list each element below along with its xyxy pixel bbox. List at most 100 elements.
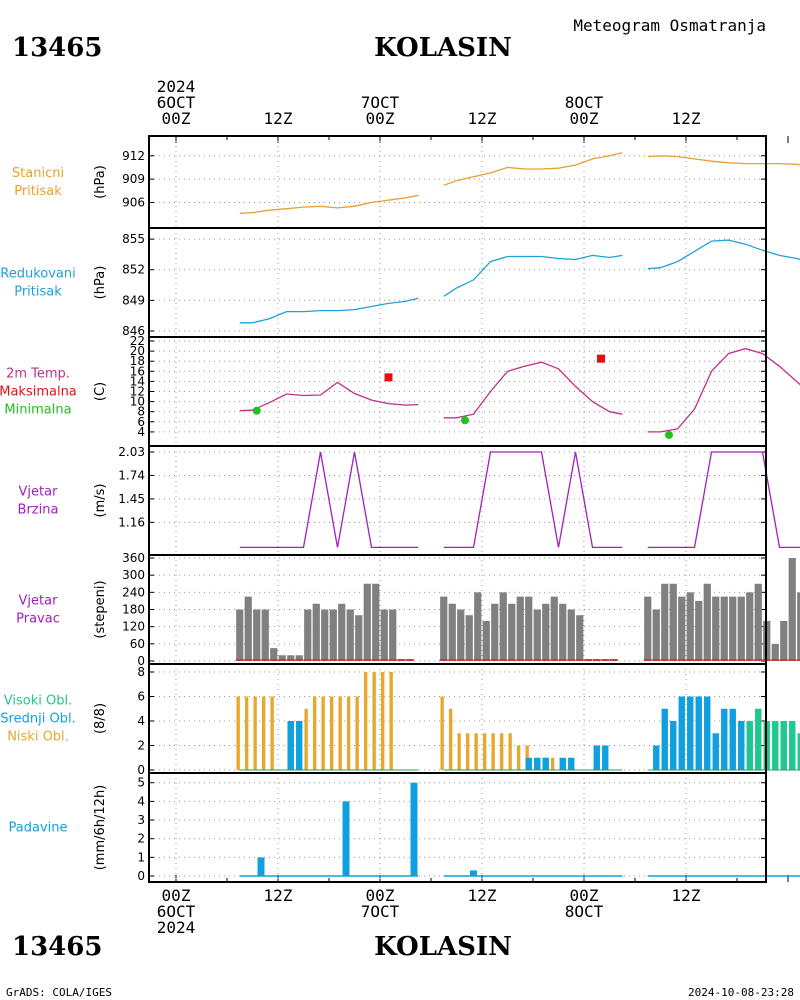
precip-bar (410, 782, 418, 876)
y-tick-label-temperature: 14 (130, 374, 145, 388)
series-line-reduced-pressure (443, 254, 623, 297)
unit-label-temperature: (C) (93, 382, 108, 401)
cloud-bar-srednji-obl- (296, 721, 303, 770)
wind-direction-baseline-tick (295, 659, 304, 661)
cloud-bar-srednji-obl- (738, 721, 745, 770)
top-time-label: 00Z (570, 109, 599, 128)
wind-direction-bar (491, 603, 499, 661)
top-time-label: 12Z (468, 109, 497, 128)
series-line-temperature (239, 381, 419, 412)
wind-direction-bar (270, 648, 278, 661)
wind-direction-baseline-tick (507, 659, 516, 661)
wind-direction-bar (686, 592, 694, 661)
y-tick-label-wind-speed: 1.16 (118, 515, 145, 529)
cloud-bar-niski-obl- (236, 696, 240, 770)
cloud-bar-niski-obl- (346, 696, 351, 770)
wind-direction-bar (695, 600, 703, 661)
wind-direction-baseline-tick (567, 659, 576, 661)
wind-direction-baseline-tick (456, 659, 465, 661)
y-tick-label-station-pressure: 909 (122, 172, 145, 186)
wind-direction-baseline-tick (329, 659, 338, 661)
wind-direction-baseline-tick (388, 659, 397, 661)
cloud-bar-niski-obl- (474, 733, 478, 770)
panel-frame-station-pressure (148, 135, 767, 229)
wind-direction-bar (559, 603, 567, 661)
max-temp-marker (597, 354, 605, 363)
wind-direction-bar (363, 583, 371, 661)
meteogram-title: Meteogram Osmatranja (573, 16, 766, 35)
wind-direction-bar (236, 609, 244, 661)
y-tick-label-temperature: 6 (137, 415, 145, 429)
cloud-bar-niski-obl- (261, 696, 266, 770)
cloud-bar-niski-obl- (372, 672, 376, 770)
y-tick-label-wind-speed: 2.03 (118, 445, 145, 459)
wind-direction-bar (295, 655, 303, 661)
y-tick-label-station-pressure: 912 (122, 149, 145, 163)
panel-label-clouds: Srednji Obl. (0, 712, 75, 727)
wind-direction-bar (661, 583, 669, 661)
wind-direction-baseline-tick (261, 659, 270, 661)
station-name-bottom: KOLASIN (374, 932, 512, 962)
wind-direction-bar (355, 615, 363, 661)
bottom-time-label: 00Z (366, 886, 395, 905)
cloud-bar-niski-obl- (465, 733, 470, 770)
min-temp-marker (252, 406, 261, 415)
panel-label-wind-direction: Vjetar (19, 594, 59, 609)
y-tick-label-wind-direction: 240 (122, 585, 145, 599)
y-tick-label-wind-direction: 60 (130, 637, 145, 651)
cloud-bar-srednji-obl- (568, 757, 575, 770)
wind-direction-bar (644, 596, 652, 661)
footer-timestamp: 2024-10-08-23:28 (688, 986, 794, 999)
wind-direction-baseline-tick (516, 659, 525, 661)
y-tick-label-wind-direction: 360 (122, 551, 145, 565)
cloud-bar-srednji-obl- (602, 745, 609, 770)
panel-label-temperature: Maksimalna (0, 385, 77, 400)
y-tick-label-precipitation: 3 (137, 813, 145, 827)
y-tick-label-temperature: 12 (130, 385, 145, 399)
series-line-wind-speed (443, 451, 623, 549)
wind-direction-bar (440, 596, 448, 661)
wind-direction-bar (312, 603, 320, 661)
bottom-time-label: 12Z (468, 886, 497, 905)
wind-direction-bar (780, 620, 788, 661)
wind-direction-baseline-tick (439, 659, 448, 661)
cloud-bar-niski-obl- (270, 696, 274, 770)
cloud-bar-visoki-obl- (772, 721, 779, 770)
wind-direction-baseline-tick (686, 659, 695, 661)
cloud-bar-srednji-obl- (525, 757, 532, 770)
wind-direction-baseline-tick (728, 659, 737, 661)
wind-direction-bar (474, 592, 482, 661)
y-tick-label-wind-speed: 1.74 (118, 468, 145, 482)
footer-source: GrADS: COLA/IGES (6, 986, 112, 999)
panel-label-temperature: 2m Temp. (6, 367, 70, 382)
wind-direction-bar (287, 655, 295, 661)
wind-direction-baseline-tick (252, 659, 261, 661)
top-time-label: 00Z (162, 109, 191, 128)
y-tick-label-wind-direction: 0 (137, 654, 145, 668)
wind-direction-bar (321, 609, 329, 661)
wind-direction-bar (746, 592, 754, 661)
wind-direction-bar (652, 609, 660, 661)
cloud-bar-niski-obl- (304, 708, 308, 770)
y-tick-label-clouds: 2 (137, 739, 145, 753)
wind-direction-bar (346, 609, 354, 661)
y-tick-label-wind-direction: 120 (122, 620, 145, 634)
wind-direction-bar (737, 596, 745, 661)
wind-direction-baseline-tick (235, 659, 244, 661)
y-tick-label-station-pressure: 906 (122, 195, 145, 209)
wind-direction-baseline-tick (541, 659, 550, 661)
wind-direction-bar (712, 596, 720, 661)
series-line-reduced-pressure (239, 297, 419, 324)
wind-direction-bar (329, 609, 337, 661)
cloud-bar-srednji-obl- (661, 708, 668, 770)
wind-direction-bar (771, 643, 779, 661)
y-tick-label-precipitation: 1 (137, 850, 145, 864)
wind-direction-baseline-tick (346, 659, 355, 661)
bottom-time-label: 7OCT (361, 902, 400, 921)
wind-direction-bar (482, 620, 490, 661)
wind-direction-baseline-tick (796, 659, 800, 661)
y-tick-label-temperature: 4 (137, 425, 145, 439)
panel-frame-wind-speed (148, 445, 767, 556)
